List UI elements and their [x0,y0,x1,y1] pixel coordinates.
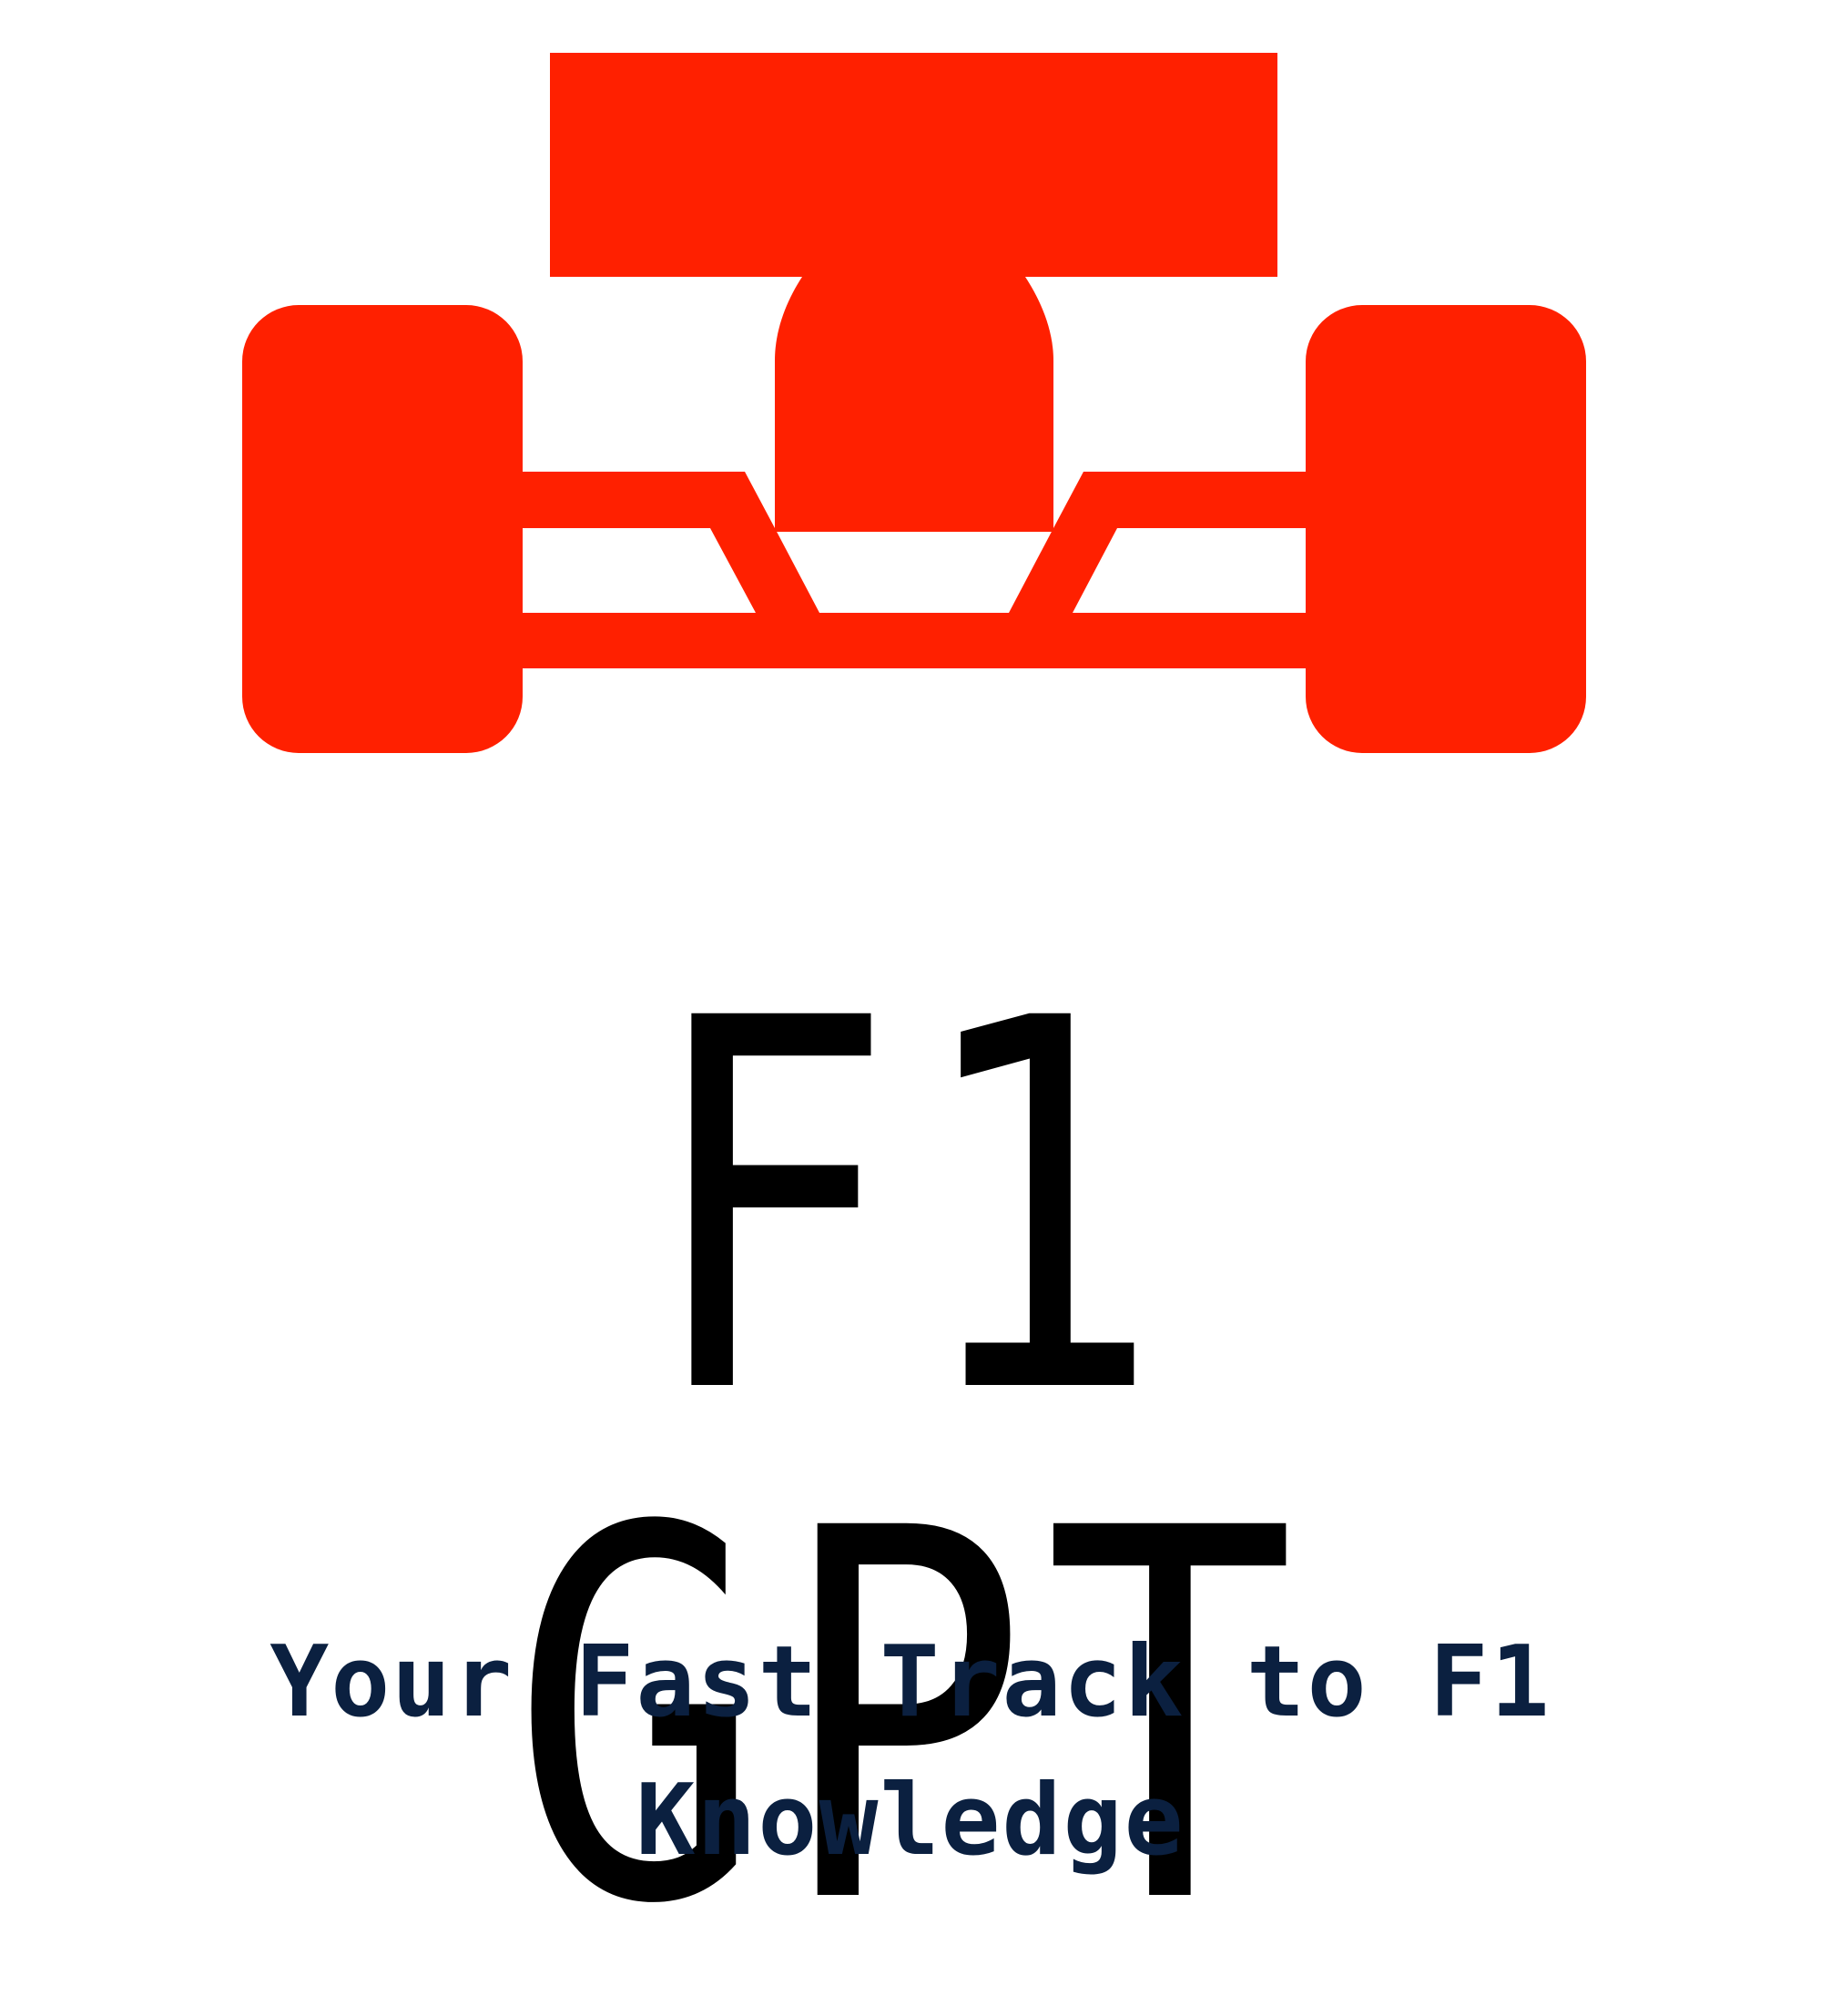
car-arm-left [510,472,745,528]
car-wing [550,53,1277,277]
car-arm-right [1083,472,1320,528]
tagline-line-1: Your Fast Track to F1 [270,1625,1551,1739]
logo [0,0,1821,765]
car-strut-right [1009,472,1117,613]
car-wheel-left [242,305,523,753]
tagline: Your Fast Track to F1 Knowledge [0,1614,1821,1890]
formula-one-car-icon [242,53,1586,753]
car-wheel-right [1306,305,1586,753]
car-axle [510,613,1320,668]
tagline-line-2: Knowledge [636,1764,1185,1878]
car-strut-left [710,472,819,613]
car-nose [775,277,1053,532]
app-title: F1 GPT [510,912,1311,2016]
